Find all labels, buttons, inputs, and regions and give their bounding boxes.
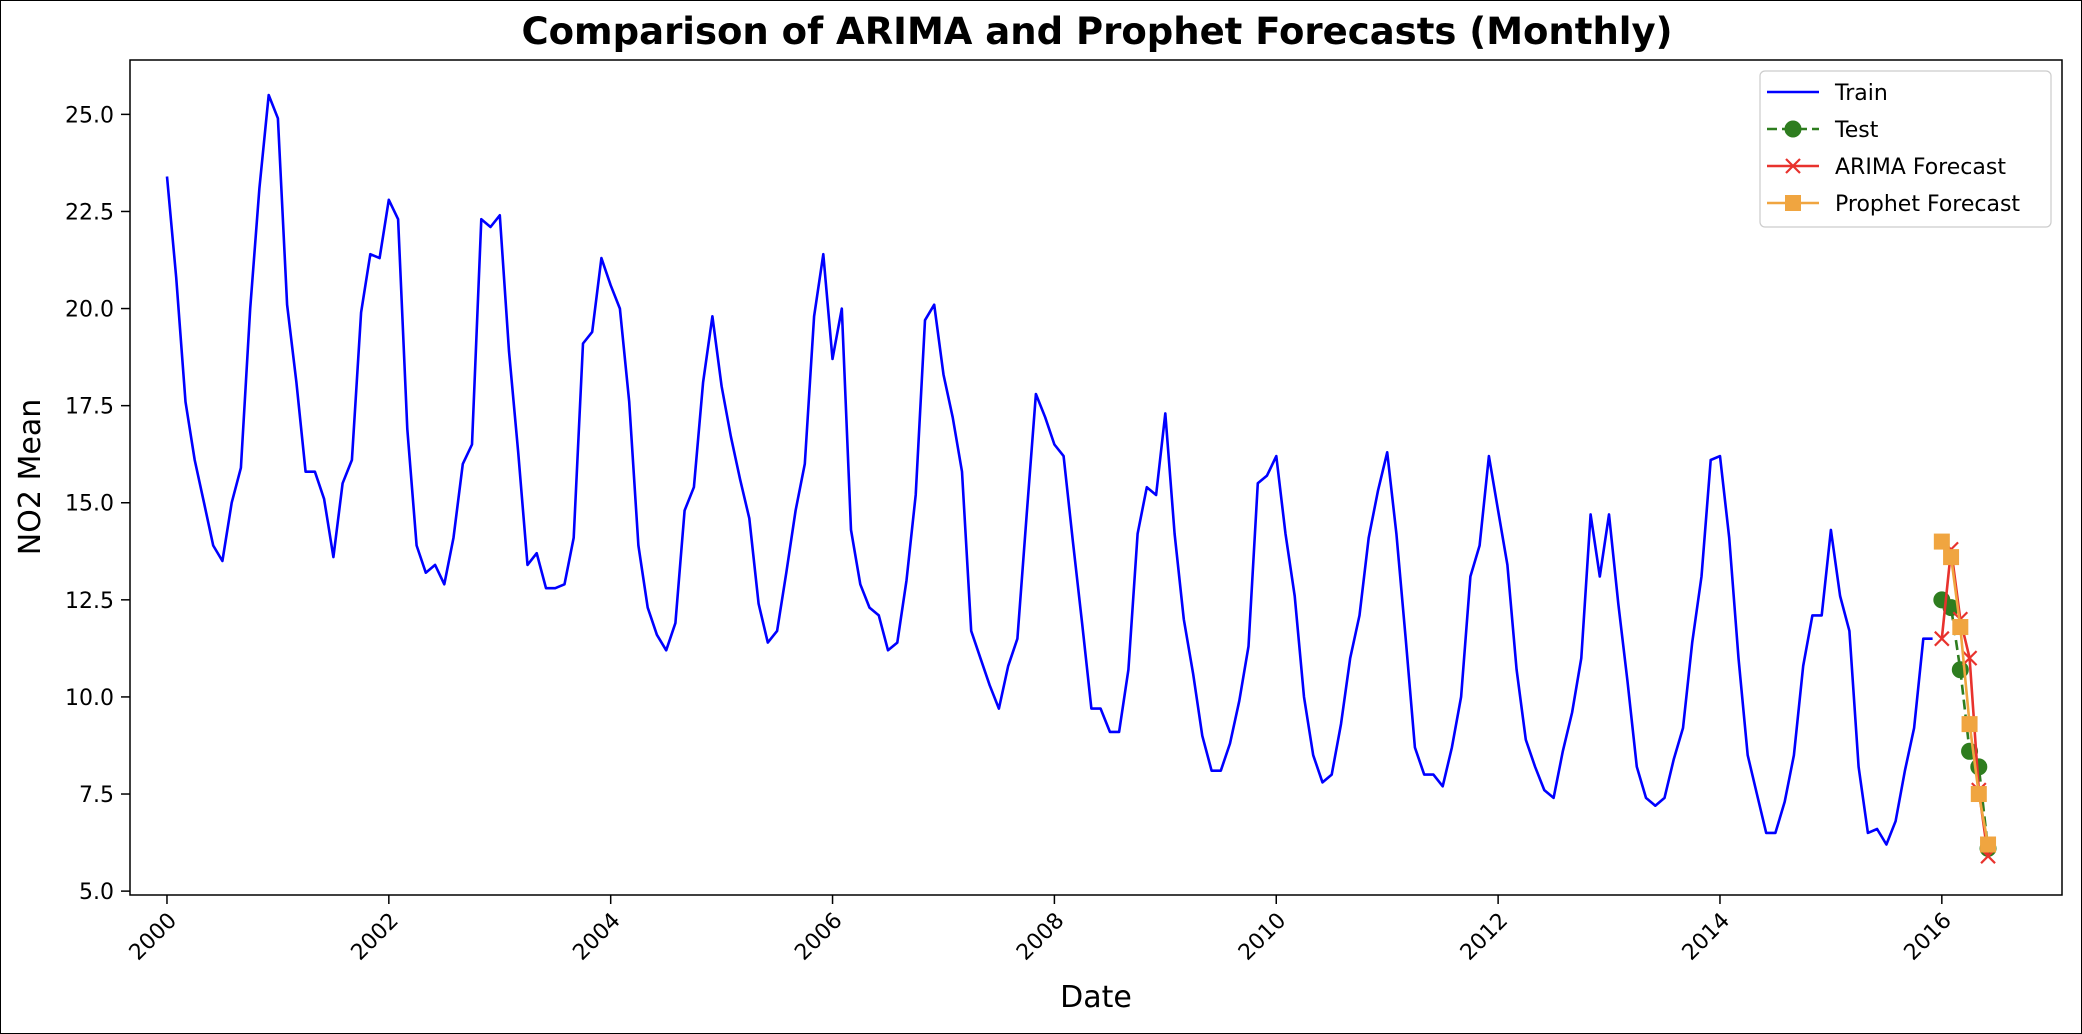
- data-point-prophet-forecast: [1961, 716, 1978, 733]
- data-point-prophet-forecast: [1970, 786, 1987, 803]
- legend-item: ARIMA Forecast: [1767, 155, 2006, 180]
- series-train: [165, 93, 1933, 846]
- x-tick-label: 2000: [125, 908, 182, 965]
- legend-label: ARIMA Forecast: [1835, 155, 2006, 180]
- legend-label: Prophet Forecast: [1835, 192, 2020, 217]
- y-tick-label: 15.0: [65, 492, 114, 517]
- chart-title: Comparison of ARIMA and Prophet Forecast…: [521, 10, 1672, 53]
- legend-label: Test: [1834, 118, 1879, 143]
- plot-area: [129, 59, 2063, 896]
- series-line-train: [165, 93, 1933, 846]
- x-tick-label: 2016: [1900, 908, 1957, 965]
- legend-swatch-marker: [1785, 158, 1801, 174]
- legend-swatch-marker: [1784, 120, 1802, 138]
- legend: Train Test ARIMA Forecast Prophet Forecast: [1759, 70, 2052, 228]
- x-tick-label: 2006: [790, 908, 847, 965]
- y-tick-label: 17.5: [65, 395, 114, 420]
- x-tick-label: 2014: [1678, 908, 1735, 965]
- y-tick-label: 12.5: [65, 589, 114, 614]
- y-tick-label: 5.0: [79, 880, 114, 905]
- legend-item: Prophet Forecast: [1767, 192, 2020, 217]
- x-tick-label: 2008: [1012, 908, 1069, 965]
- data-point-prophet-forecast: [1943, 549, 1960, 566]
- x-tick-label: 2004: [568, 908, 625, 965]
- x-marker-stroke: [1785, 158, 1801, 174]
- data-point-prophet-forecast: [1952, 619, 1969, 636]
- y-tick-label: 10.0: [65, 686, 114, 711]
- y-tick-label: 20.0: [65, 298, 114, 323]
- data-point-arima-forecast: [1934, 630, 1950, 647]
- series-prophet-forecast: [1933, 533, 1997, 853]
- legend-item: Test: [1767, 118, 1879, 143]
- y-tick-label: 25.0: [65, 103, 114, 128]
- legend-label: Train: [1834, 81, 1888, 106]
- y-axis-label: NO2 Mean: [13, 399, 48, 555]
- series-line-test: [1940, 598, 1990, 849]
- data-point-prophet-forecast: [1980, 836, 1997, 853]
- y-tick-label: 7.5: [79, 783, 114, 808]
- x-marker-stroke: [1934, 630, 1950, 647]
- x-axis-label: Date: [1060, 980, 1132, 1015]
- legend-swatch-marker: [1785, 195, 1801, 211]
- x-tick-label: 2010: [1234, 908, 1291, 965]
- x-tick-label: 2012: [1456, 908, 1513, 965]
- legend-box: [1759, 70, 2052, 228]
- series-layer: [165, 93, 1997, 864]
- data-point-prophet-forecast: [1933, 533, 1950, 550]
- legend-item: Train: [1767, 81, 1888, 106]
- x-tick-label: 2002: [347, 908, 404, 965]
- y-tick-label: 22.5: [65, 200, 114, 225]
